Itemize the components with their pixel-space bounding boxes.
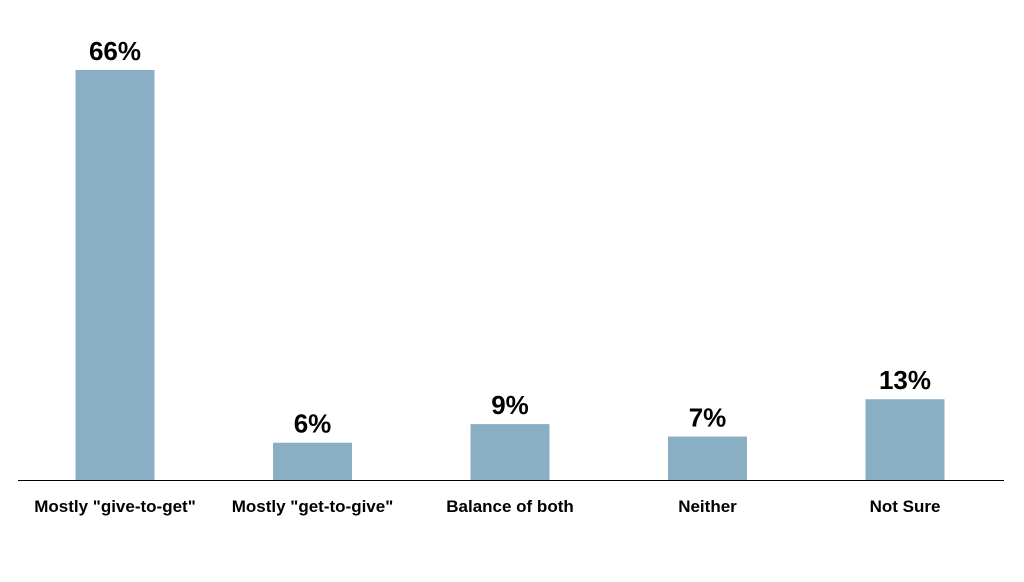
bar-0 [75, 70, 155, 480]
category-label-0: Mostly "give-to-get" [34, 497, 196, 516]
data-label-1: 6% [294, 409, 332, 439]
bars-layer [75, 70, 945, 480]
category-label-1: Mostly "get-to-give" [232, 497, 394, 516]
data-label-3: 7% [689, 403, 727, 433]
value-labels-layer: 66% 6% 9% 7% 13% [89, 36, 931, 439]
category-label-4: Not Sure [870, 497, 941, 516]
data-label-4: 13% [879, 365, 931, 395]
data-label-2: 9% [491, 390, 529, 420]
category-label-3: Neither [678, 497, 737, 516]
category-label-2: Balance of both [446, 497, 574, 516]
category-labels-layer: Mostly "give-to-get" Mostly "get-to-give"… [34, 497, 940, 516]
data-label-0: 66% [89, 36, 141, 66]
bar-4 [865, 399, 945, 480]
bar-1 [273, 442, 352, 480]
bar-3 [668, 436, 747, 480]
bar-2 [470, 424, 550, 480]
